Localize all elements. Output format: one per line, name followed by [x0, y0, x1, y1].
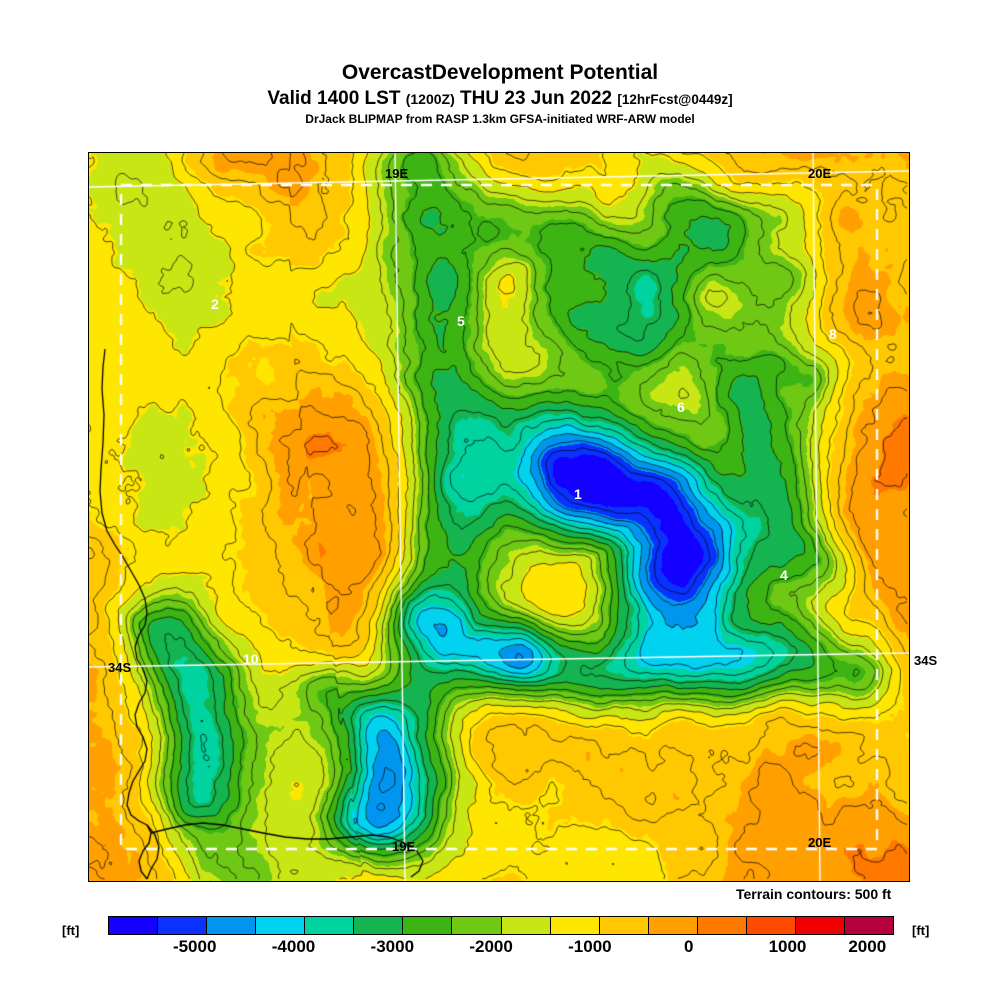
colorbar-tick-0: -5000 [172, 937, 217, 956]
lat-34s-left: 34S [108, 660, 132, 675]
colorbar-segment-6 [403, 917, 453, 934]
colorbar-segment-8 [501, 917, 551, 934]
forecast-tag: [12hrFcst@0449z] [617, 92, 733, 108]
lon-20e-bottom: 20E [808, 835, 832, 850]
colorbar-tick-3: -2000 [469, 937, 513, 956]
site-8a: 8 [829, 326, 837, 342]
colorbar-segment-10 [599, 917, 649, 934]
map-plot-area[interactable] [88, 152, 910, 882]
colorbar-segment-14 [795, 917, 845, 934]
valid-date: THU 23 Jun 2022 [460, 88, 613, 110]
site-1: 1 [574, 486, 582, 502]
colorbar-tick-1: -4000 [271, 937, 316, 956]
colorbar-segment-5 [354, 917, 404, 934]
colorbar-tick-7: 2000 [848, 937, 887, 956]
colorbar-tick-2: -3000 [370, 937, 415, 956]
colorbar-segment-15 [844, 917, 893, 934]
terrain-contour-note: Terrain contours: 500 ft [736, 886, 892, 902]
colorbar-tick-6: 1000 [768, 937, 807, 956]
colorbar-segment-12 [697, 917, 747, 934]
colorbar-unit-left: [ft] [62, 923, 80, 938]
page-title: OvercastDevelopment Potential [341, 61, 659, 84]
lon-19e-top: 19E [385, 166, 409, 181]
site-6: 6 [677, 399, 685, 415]
colorbar-segment-11 [648, 917, 698, 934]
site-4: 4 [780, 567, 788, 583]
colorbar-segment-1 [158, 917, 208, 934]
colorbar-segment-13 [746, 917, 796, 934]
title-block: OvercastDevelopment Potential Valid 1400… [0, 61, 1000, 126]
colorbar-tick-5: 0 [683, 937, 694, 956]
colorbar-segment-4 [305, 917, 355, 934]
site-5: 5 [457, 313, 465, 329]
model-source-line: DrJack BLIPMAP from RASP 1.3km GFSA-init… [305, 111, 695, 126]
valid-time-line: Valid 1400 LST (1200Z) THU 23 Jun 2022 [… [0, 89, 1000, 109]
valid-time-zulu: (1200Z) [405, 91, 455, 108]
colorbar-segment-7 [452, 917, 502, 934]
colorbar-row: [ft] -5000 -4000 -3000 -2000 -1000 0 1000 2000 … [0, 908, 1000, 958]
colorbar-tick-labels: -5000 -4000 -3000 -2000 -1000 0 1000 2000 [108, 937, 894, 959]
colorbar-segment-2 [207, 917, 257, 934]
colorbar-segment-9 [550, 917, 600, 934]
colorbar-tick-4: -1000 [568, 937, 612, 956]
colorbar-segment-0 [109, 917, 159, 934]
lon-19e-bottom: 19E [392, 839, 416, 854]
colorbar-segment-3 [256, 917, 306, 934]
site-2: 2 [211, 296, 219, 312]
site-10: 10 [243, 651, 259, 667]
lon-20e-top: 20E [808, 166, 832, 181]
terrain-heatmap-canvas [89, 153, 909, 881]
lat-34s-right: 34S [914, 653, 938, 668]
colorbar-unit-right: [ft] [912, 923, 930, 938]
valid-time-prefix: Valid 1400 LST [267, 88, 401, 110]
colorbar[interactable] [108, 916, 894, 935]
